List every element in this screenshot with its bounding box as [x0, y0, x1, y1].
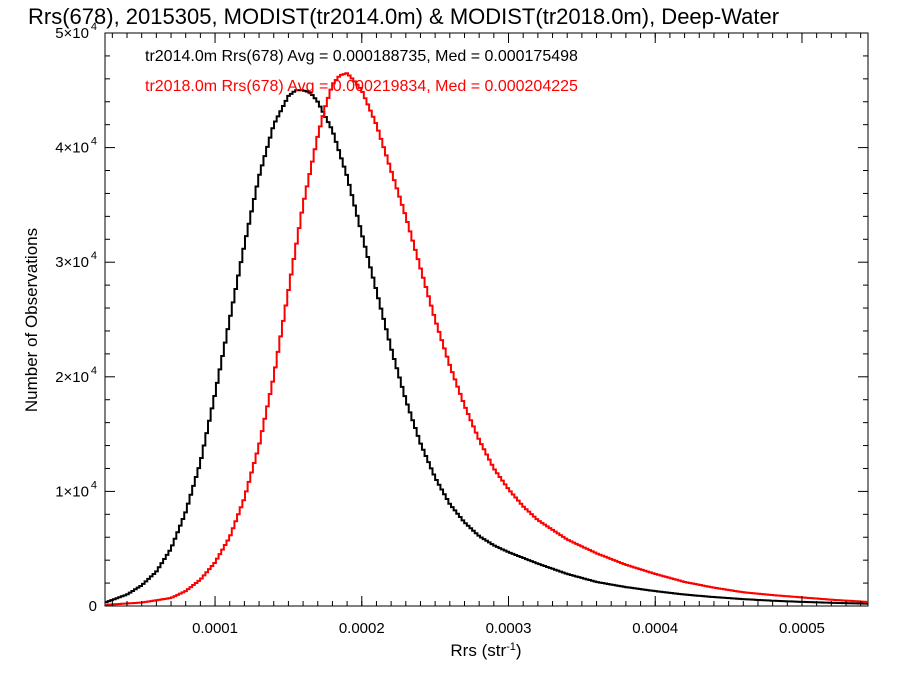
x-tick-label: 0.0003	[486, 620, 532, 637]
x-tick-label: 0.0002	[339, 620, 385, 637]
y-tick-exponent: 4	[91, 365, 97, 377]
x-tick-label: 0.0001	[192, 620, 238, 637]
series-line-1	[105, 72, 868, 606]
plot-frame	[104, 32, 869, 607]
y-axis-label: Number of Observations	[22, 228, 41, 412]
y-tick-label: 1×10	[55, 483, 89, 500]
x-axis-label-main: Rrs (str	[450, 641, 506, 660]
y-tick-exponent: 4	[91, 250, 97, 262]
x-tick-label: 0.0005	[779, 620, 825, 637]
x-axis-label: Rrs (str-1)	[450, 641, 521, 660]
y-tick-exponent: 4	[91, 136, 97, 148]
y-tick-label: 2×10	[55, 369, 89, 386]
legend-entry-red: tr2018.0m Rrs(678) Avg = 0.000219834, Me…	[145, 78, 578, 95]
series-layer	[105, 72, 868, 606]
x-axis-label-sup: -1	[506, 641, 516, 653]
x-axis-label-close: )	[516, 641, 522, 660]
x-tick-label: 0.0004	[632, 620, 678, 637]
series-line-0	[105, 89, 868, 605]
chart-title: Rrs(678), 2015305, MODIST(tr2014.0m) & M…	[28, 4, 779, 29]
y-tick-exponent: 4	[91, 479, 97, 491]
legend-entry-black: tr2014.0m Rrs(678) Avg = 0.000188735, Me…	[145, 48, 578, 65]
y-tick-label: 5×10	[55, 25, 89, 42]
y-tick-label: 4×10	[55, 140, 89, 157]
y-tick-exponent: 4	[91, 21, 97, 33]
y-tick-label: 3×10	[55, 254, 89, 271]
y-tick-label: 0	[89, 598, 97, 615]
